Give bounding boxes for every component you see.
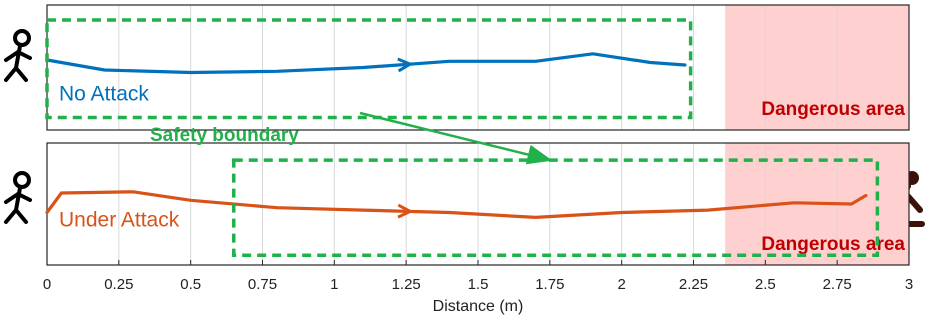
- x-tick-label: 1.25: [392, 276, 421, 293]
- plot-frame: [46, 4, 910, 131]
- x-tick-label: 0.25: [104, 276, 133, 293]
- x-tick-label: 1.5: [468, 276, 489, 293]
- danger-label: Dangerous area: [761, 234, 905, 255]
- annotation-arrow: [359, 111, 553, 165]
- walker-icon: [4, 29, 32, 82]
- x-tick-label: 2.25: [679, 276, 708, 293]
- x-tick-label: 3: [905, 276, 913, 293]
- x-tick-label: 2.75: [823, 276, 852, 293]
- x-tick-label: 2: [617, 276, 625, 293]
- x-tick-label: 0.75: [248, 276, 277, 293]
- walker-icon: [4, 171, 32, 224]
- x-axis-label: Distance (m): [433, 298, 524, 315]
- series-line: [45, 52, 687, 75]
- danger-region: [725, 5, 909, 130]
- series-label: No Attack: [59, 83, 149, 106]
- x-tick-label: 1.75: [535, 276, 564, 293]
- safety-boundary: [232, 158, 880, 257]
- series-label: Under Attack: [59, 209, 180, 232]
- series-line: [45, 190, 868, 219]
- x-tick-label: 0.5: [180, 276, 201, 293]
- direction-arrow: [397, 203, 414, 219]
- danger-label: Dangerous area: [761, 99, 905, 120]
- x-tick-label: 2.5: [755, 276, 776, 293]
- safety-boundary: [45, 18, 693, 120]
- annotation: Safety boundary: [150, 125, 299, 146]
- x-tick-label: 1: [330, 276, 338, 293]
- direction-arrow: [397, 57, 414, 73]
- x-tick-label: 0: [43, 276, 51, 293]
